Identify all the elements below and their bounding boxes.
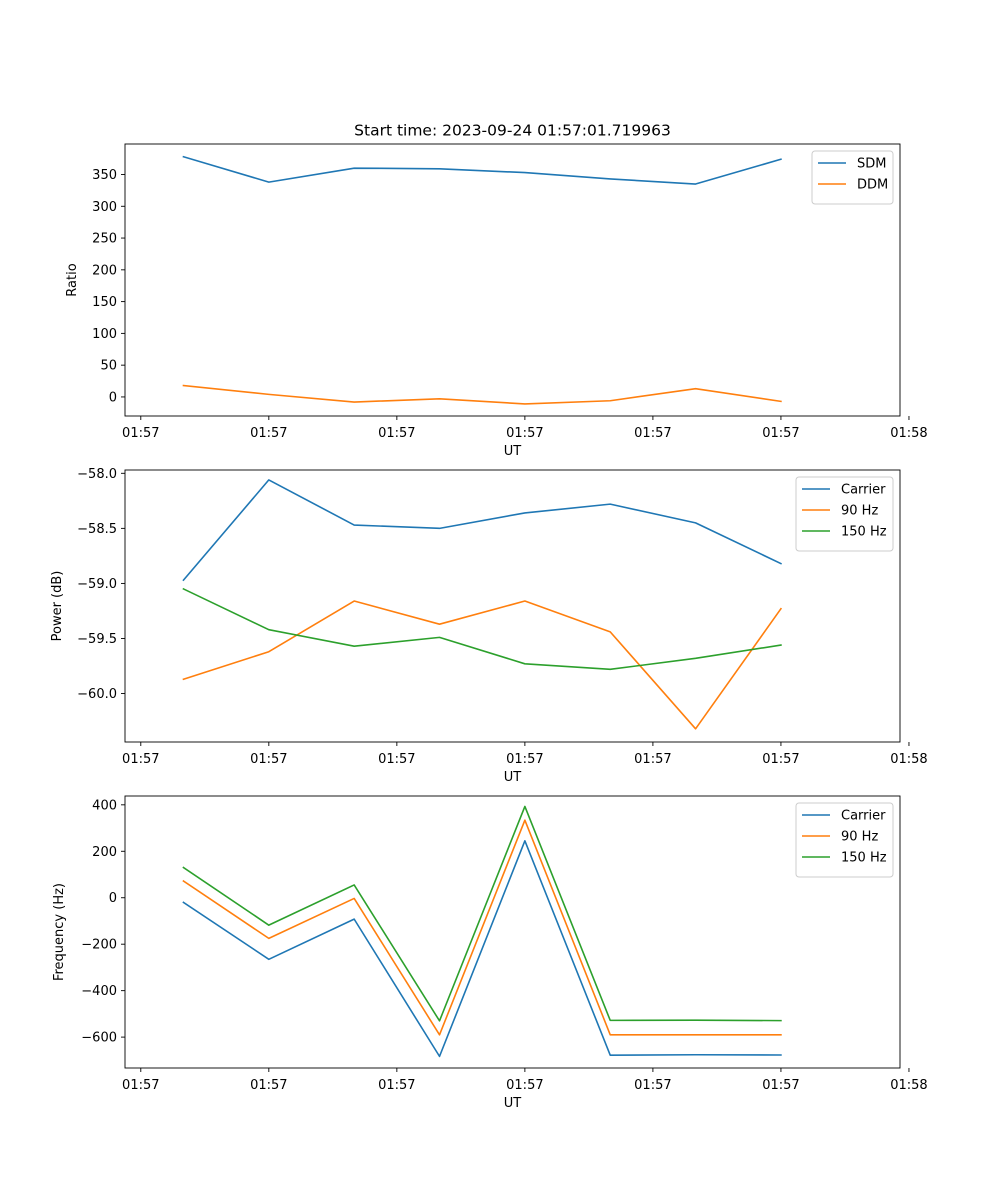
legend-label-carrier: Carrier	[841, 483, 886, 498]
y-tick-label: 300	[92, 200, 117, 215]
chart-title: Start time: 2023-09-24 01:57:01.719963	[354, 122, 671, 140]
x-tick-label: 01:57	[762, 1078, 799, 1093]
ratio-panel: 01:57 01:57 01:57 01:57 01:57 01:57 01:58 0 50 10…	[65, 143, 928, 459]
series-line-150-hz	[182, 587, 782, 671]
x-tick-label: 01:57	[762, 752, 799, 767]
x-tick-label: 01:58	[890, 752, 927, 767]
series-line-carrier	[182, 479, 782, 582]
legend-label-carrier: Carrier	[841, 809, 886, 824]
axes-frame	[124, 795, 901, 1069]
y-axis-label: Ratio	[65, 263, 80, 296]
y-tick-label: 0	[109, 390, 117, 405]
legend-label-150-hz: 150 Hz	[841, 525, 887, 540]
legend: Carrier 90 Hz 150 Hz	[795, 476, 894, 552]
axes-frame	[124, 469, 901, 743]
x-axis-label: UT	[504, 444, 522, 459]
legend-box	[811, 150, 894, 205]
x-tick-label: 01:57	[122, 752, 159, 767]
x-axis-label: UT	[504, 1096, 522, 1111]
y-tick-label: 50	[100, 359, 117, 374]
x-tick-label: 01:57	[506, 1078, 543, 1093]
series-line-sdm	[182, 155, 782, 185]
x-tick-label: 01:57	[506, 752, 543, 767]
x-tick-label: 01:58	[890, 426, 927, 441]
y-tick-label: 200	[92, 845, 117, 860]
x-tick-label: 01:57	[378, 752, 415, 767]
x-tick-label: 01:57	[634, 1078, 671, 1093]
series-line-90-hz	[182, 600, 783, 730]
legend-box	[795, 802, 894, 878]
legend-label-90-hz: 90 Hz	[841, 504, 878, 519]
y-tick-label: −58.0	[77, 467, 117, 482]
x-tick-label: 01:57	[762, 426, 799, 441]
y-tick-label: 100	[92, 327, 117, 342]
legend-label-150-hz: 150 Hz	[841, 851, 887, 866]
power-panel: 01:57 01:57 01:57 01:57 01:57 01:57 01:58 −58.0…	[50, 467, 928, 785]
x-tick-label: 01:57	[506, 426, 543, 441]
legend: SDM DDM	[811, 150, 894, 205]
x-tick-label: 01:57	[378, 426, 415, 441]
legend-label-sdm: SDM	[857, 157, 886, 172]
y-tick-label: −58.5	[77, 522, 117, 537]
series-line-150-hz	[182, 805, 782, 1022]
legend: Carrier 90 Hz 150 Hz	[795, 802, 894, 878]
y-tick-label: 0	[109, 891, 117, 906]
series-line-90-hz	[182, 819, 782, 1036]
y-axis-label: Power (dB)	[50, 571, 65, 642]
y-tick-label: −600	[81, 1031, 117, 1046]
axes-frame	[124, 143, 901, 417]
legend-label-ddm: DDM	[857, 178, 888, 193]
x-tick-label: 01:57	[250, 426, 287, 441]
legend-box	[795, 476, 894, 552]
series-line-ddm	[182, 384, 782, 405]
y-tick-label: 250	[92, 232, 117, 247]
y-tick-label: −60.0	[77, 687, 117, 702]
y-tick-label: −59.5	[77, 632, 117, 647]
x-tick-label: 01:58	[890, 1078, 927, 1093]
x-axis-label: UT	[504, 770, 522, 785]
y-tick-label: −59.0	[77, 577, 117, 592]
y-tick-label: 200	[92, 263, 117, 278]
x-tick-label: 01:57	[634, 426, 671, 441]
legend-label-90-hz: 90 Hz	[841, 830, 878, 845]
x-tick-label: 01:57	[250, 752, 287, 767]
x-tick-label: 01:57	[122, 1078, 159, 1093]
y-axis-label: Frequency (Hz)	[52, 883, 67, 981]
series-line-carrier	[182, 840, 782, 1058]
y-tick-label: 400	[92, 798, 117, 813]
frequency-panel: 01:57 01:57 01:57 01:57 01:57 01:57 01:58 400 20…	[52, 795, 928, 1111]
x-tick-label: 01:57	[250, 1078, 287, 1093]
x-tick-label: 01:57	[634, 752, 671, 767]
x-tick-label: 01:57	[122, 426, 159, 441]
y-tick-label: 150	[92, 295, 117, 310]
y-tick-label: −400	[81, 984, 117, 999]
x-tick-label: 01:57	[378, 1078, 415, 1093]
y-tick-label: −200	[81, 938, 117, 953]
y-tick-label: 350	[92, 168, 117, 183]
